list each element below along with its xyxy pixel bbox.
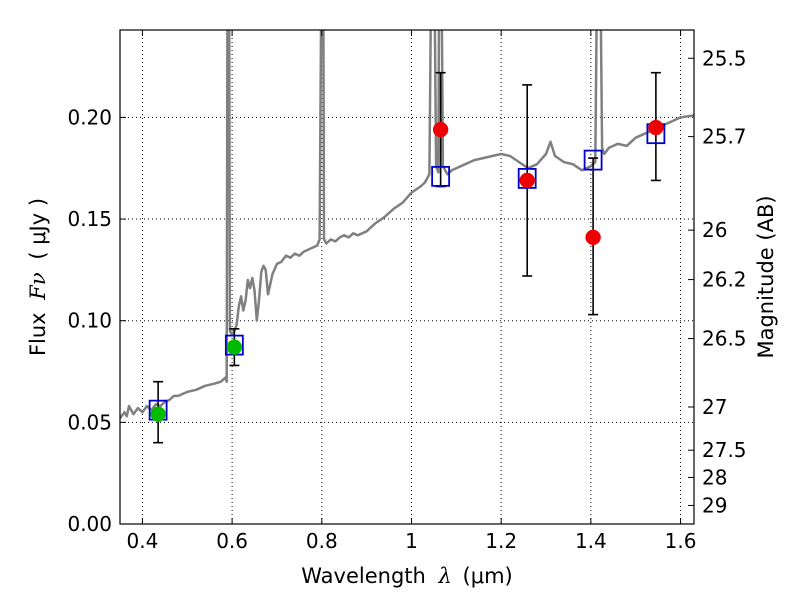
x-tick-label: 1.4 xyxy=(575,529,607,553)
observed-point-red xyxy=(585,229,601,246)
y-axis-title-prefix: Flux xyxy=(26,312,50,356)
y2-tick-label: 26.5 xyxy=(702,327,747,351)
x-axis-title-symbol: λ xyxy=(438,564,452,588)
observed-point-green xyxy=(226,339,243,355)
y-tick-label: 0.15 xyxy=(67,207,112,231)
plot-frame xyxy=(119,29,695,525)
model-flux-square xyxy=(431,165,451,187)
y2-tick-label: 25.7 xyxy=(702,125,747,149)
x-tick-label: 1 xyxy=(405,529,418,553)
observed-point-red xyxy=(648,119,664,136)
y2-tick-label: 26.2 xyxy=(702,268,747,292)
y2-tick-label: 29 xyxy=(702,493,727,517)
observed-point-green xyxy=(150,406,166,422)
y-axis-title: Flux Fν ( μJy ) xyxy=(26,198,50,356)
y-axis-title-symbol: Fν xyxy=(26,272,50,301)
x-axis-title: Wavelength λ (μm) xyxy=(301,564,512,588)
observed-point-red xyxy=(432,121,449,138)
y2-tick-label: 25.5 xyxy=(702,46,747,70)
x-axis-title-prefix: Wavelength xyxy=(301,564,426,588)
observed-point-red xyxy=(519,172,535,189)
y2-tick-label: 28 xyxy=(702,465,727,489)
y-axis-title-unit: ( μJy ) xyxy=(26,198,50,260)
model-flux-square xyxy=(583,149,603,171)
axis-ticks: 0.4 0.6 0.8 1 1.2 1.4 1.6 0.00 0.05 0.10 0.15 0.20 2… xyxy=(67,30,747,553)
x-axis-title-unit: (μm) xyxy=(463,564,513,588)
x-tick-label: 1.6 xyxy=(665,529,697,553)
grid-lines xyxy=(120,30,694,524)
data-markers xyxy=(148,71,666,444)
right-axis-title: Magnitude (AB) xyxy=(754,195,778,358)
y2-tick-label: 26 xyxy=(702,218,727,242)
y-tick-label: 0.05 xyxy=(67,410,112,434)
x-tick-label: 0.6 xyxy=(216,529,248,553)
template-spectrum-line xyxy=(120,30,694,420)
x-tick-label: 0.8 xyxy=(306,529,338,553)
y2-tick-label: 27 xyxy=(702,395,727,419)
y2-tick-label: 27.5 xyxy=(702,438,747,462)
y-tick-label: 0.00 xyxy=(67,512,112,536)
x-tick-label: 0.4 xyxy=(127,529,159,553)
y-tick-label: 0.20 xyxy=(67,105,112,129)
x-tick-label: 1.2 xyxy=(485,529,517,553)
y-tick-label: 0.10 xyxy=(67,309,112,333)
